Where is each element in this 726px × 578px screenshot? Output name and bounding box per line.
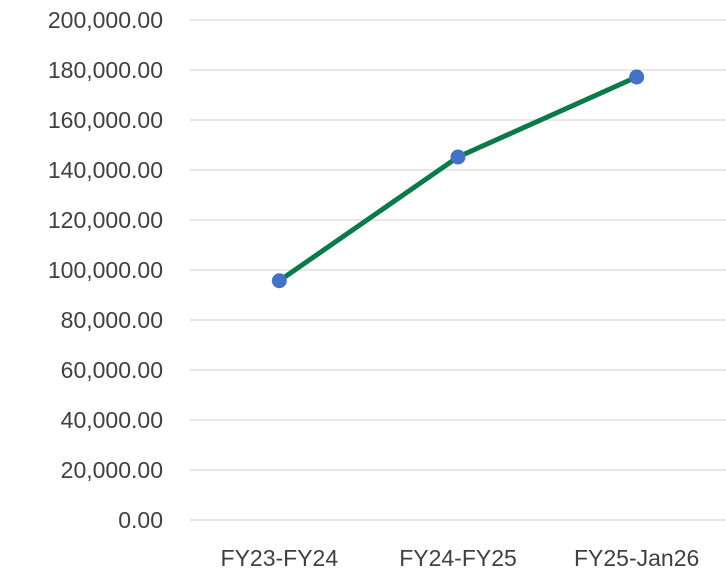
- y-tick-label: 80,000.00: [61, 307, 163, 333]
- data-point-marker: [450, 149, 466, 165]
- x-axis-tick-labels: FY23-FY24 FY24-FY25 FY25-Jan26: [221, 545, 700, 571]
- y-tick-label: 200,000.00: [48, 7, 163, 33]
- y-tick-label: 160,000.00: [48, 107, 163, 133]
- y-tick-label: 120,000.00: [48, 207, 163, 233]
- x-tick-label: FY25-Jan26: [574, 545, 699, 571]
- series-line: [276, 74, 640, 284]
- x-tick-label: FY24-FY25: [399, 545, 517, 571]
- y-tick-label: 40,000.00: [61, 407, 163, 433]
- gridlines: [190, 19, 726, 521]
- series-layer: [271, 69, 645, 289]
- y-axis-tick-labels: 0.00 20,000.00 40,000.00 60,000.00 80,000.00…: [48, 7, 163, 533]
- data-point-marker: [271, 273, 287, 289]
- data-point-marker: [629, 69, 645, 85]
- y-tick-label: 0.00: [118, 507, 163, 533]
- y-tick-label: 180,000.00: [48, 57, 163, 83]
- y-tick-label: 20,000.00: [61, 457, 163, 483]
- y-tick-label: 140,000.00: [48, 157, 163, 183]
- x-tick-label: FY23-FY24: [221, 545, 339, 571]
- y-tick-label: 100,000.00: [48, 257, 163, 283]
- y-tick-label: 60,000.00: [61, 357, 163, 383]
